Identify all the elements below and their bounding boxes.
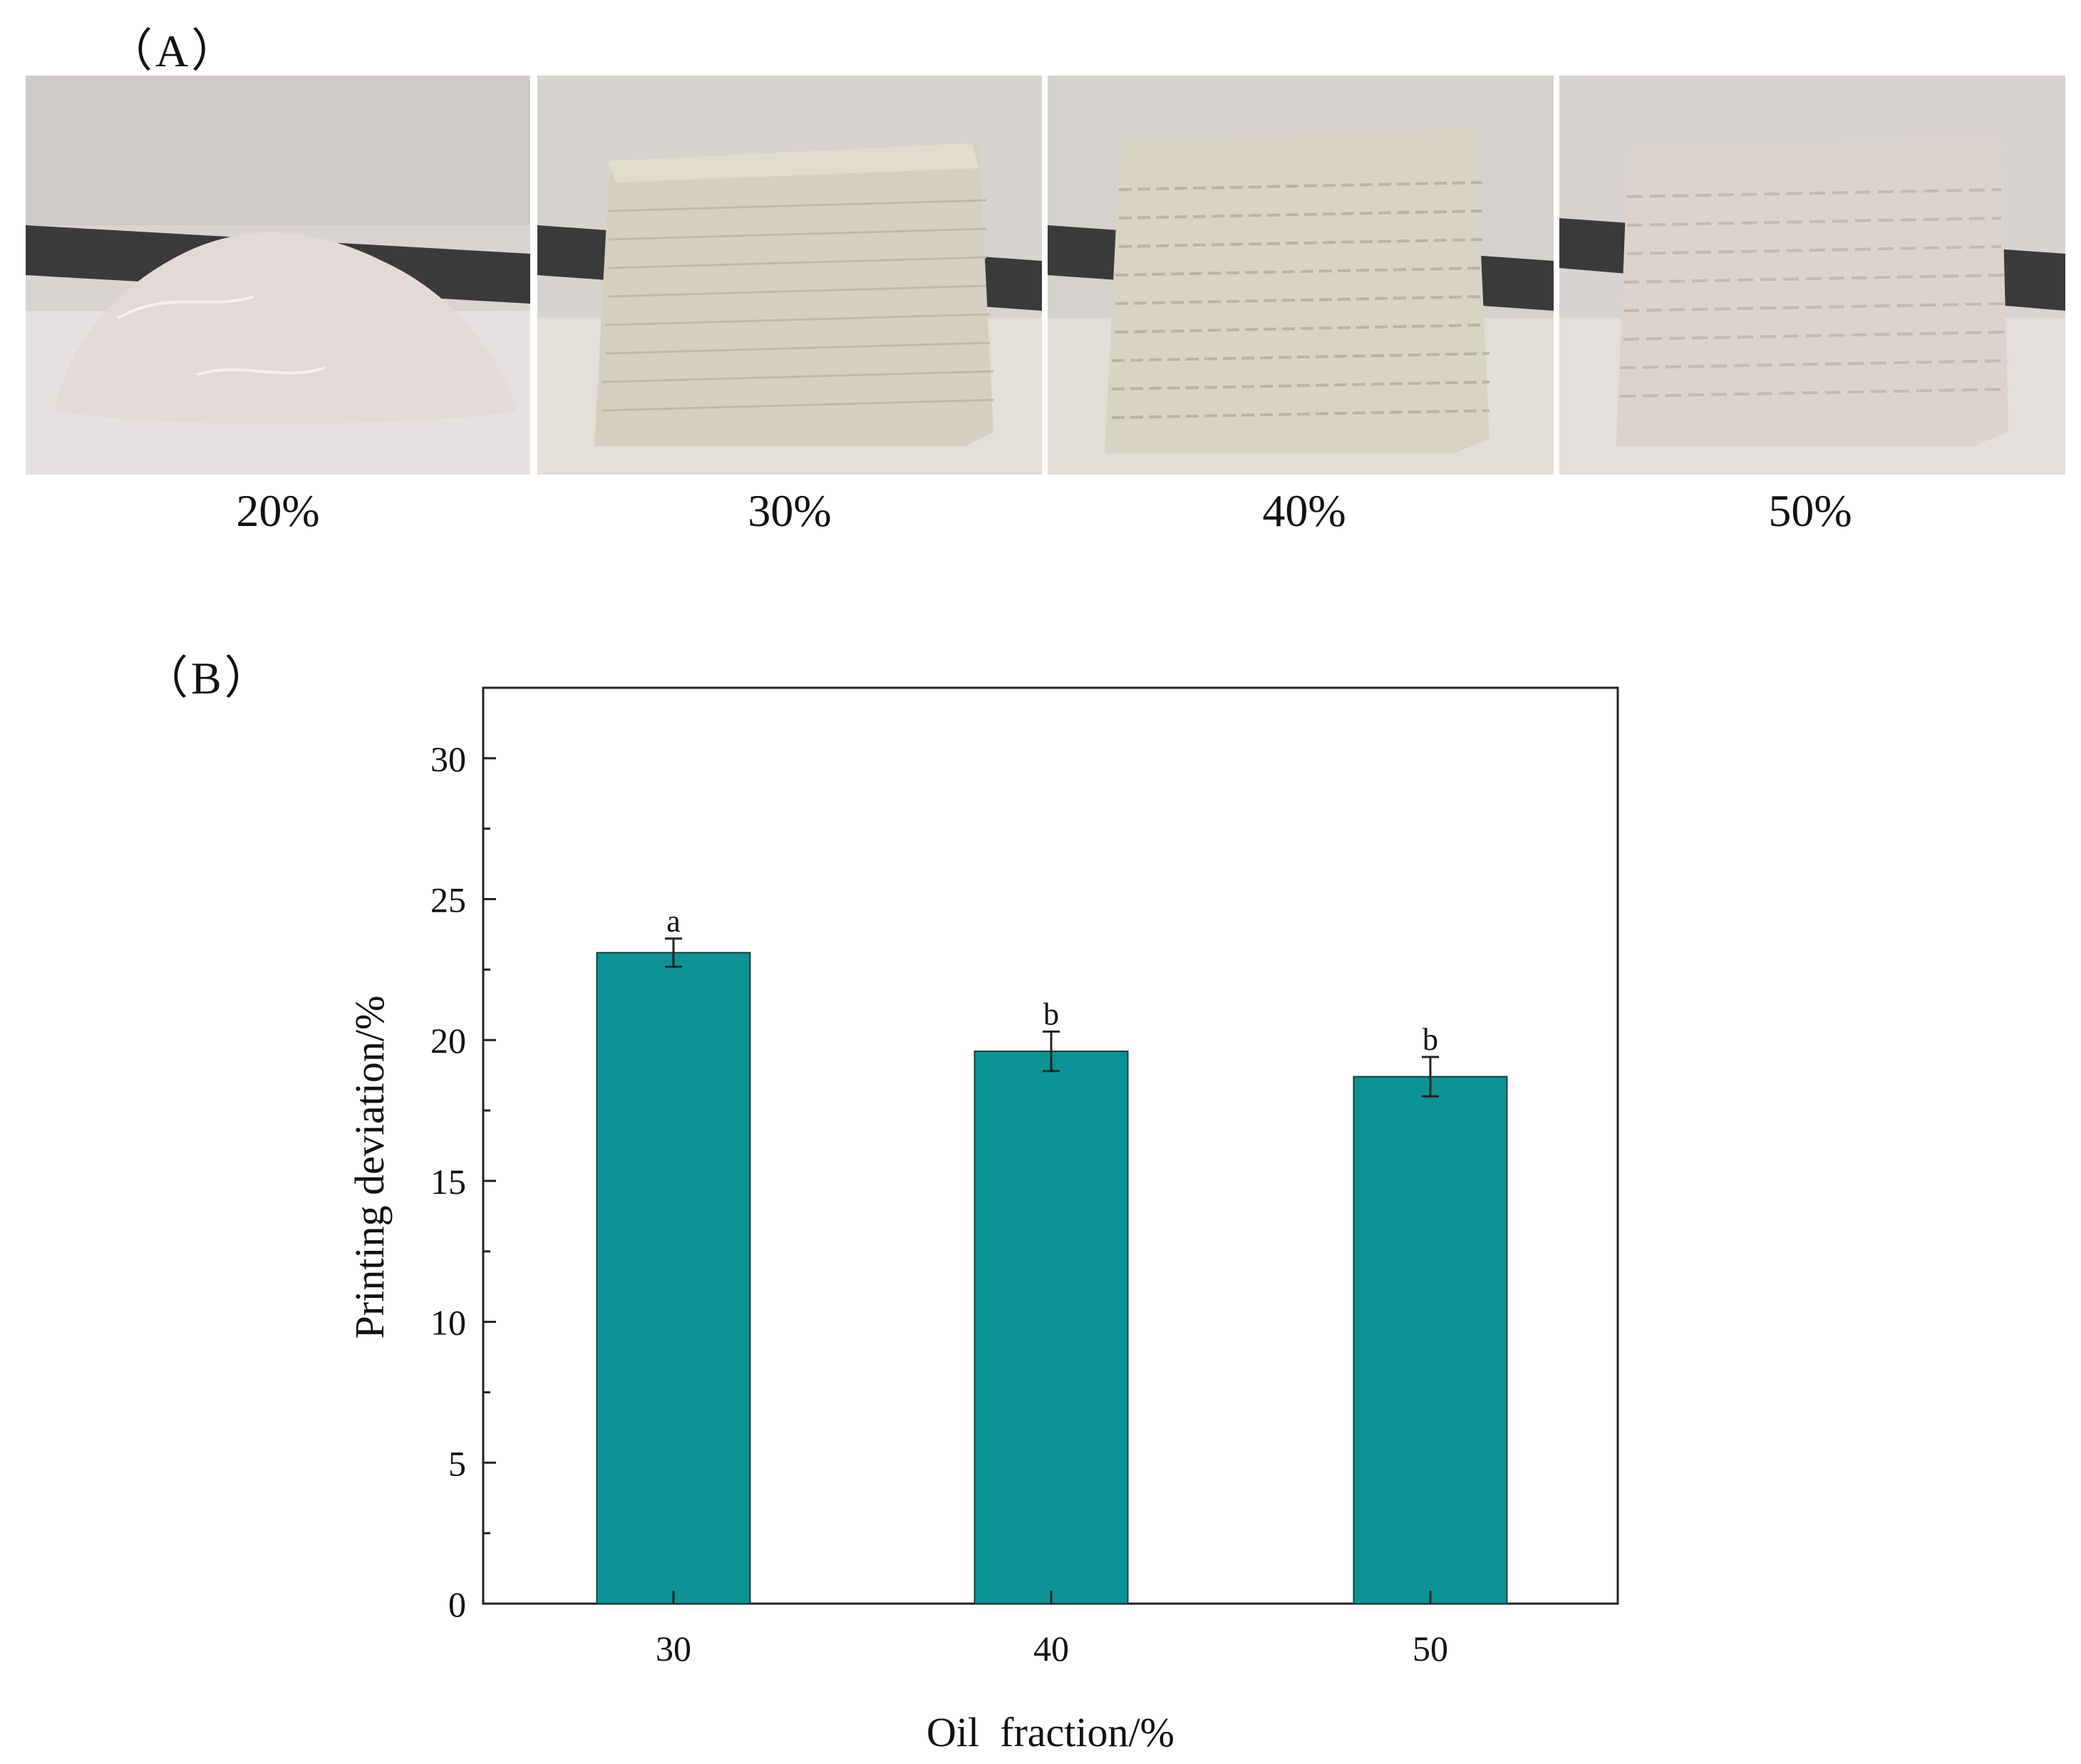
y-tick-label: 20 <box>430 1021 466 1061</box>
bar-chart: 0 5 10 15 20 25 30 a 30 b 40 b 50 Oil fraction/% Print… <box>346 686 1619 1755</box>
photo-caption-40: 40% <box>1262 485 1346 536</box>
significance-label-30: a <box>666 904 681 939</box>
x-axis-label: Oil fraction/% <box>926 1709 1174 1755</box>
photo-30-percent <box>537 76 1042 475</box>
panel-a-label: （A） <box>107 26 240 76</box>
photo-caption-20: 20% <box>236 485 320 536</box>
y-axis-label: Printing deviation/% <box>346 996 393 1339</box>
photo-50-percent <box>1559 76 2065 475</box>
bar-50 <box>1353 1076 1508 1604</box>
photo-caption-50: 50% <box>1768 485 1852 536</box>
y-tick-label: 25 <box>430 880 466 920</box>
bar-40 <box>974 1051 1129 1604</box>
photo-20-percent <box>26 76 530 475</box>
significance-label-50: b <box>1422 1022 1438 1057</box>
x-tick-label-50: 50 <box>1413 1629 1448 1668</box>
photo-40-percent <box>1048 76 1554 475</box>
y-tick-label: 15 <box>430 1162 466 1202</box>
photo-caption-30: 30% <box>748 485 832 536</box>
bar-30 <box>596 951 751 1604</box>
y-tick-label: 30 <box>430 739 466 779</box>
panel-b-label: （B） <box>143 653 273 703</box>
significance-label-40: b <box>1043 996 1059 1031</box>
x-tick-label-40: 40 <box>1033 1629 1069 1668</box>
y-tick-label: 10 <box>430 1303 466 1343</box>
x-tick-label-30: 30 <box>656 1629 691 1668</box>
y-tick-label: 0 <box>448 1584 466 1624</box>
y-tick-label: 5 <box>448 1443 466 1483</box>
